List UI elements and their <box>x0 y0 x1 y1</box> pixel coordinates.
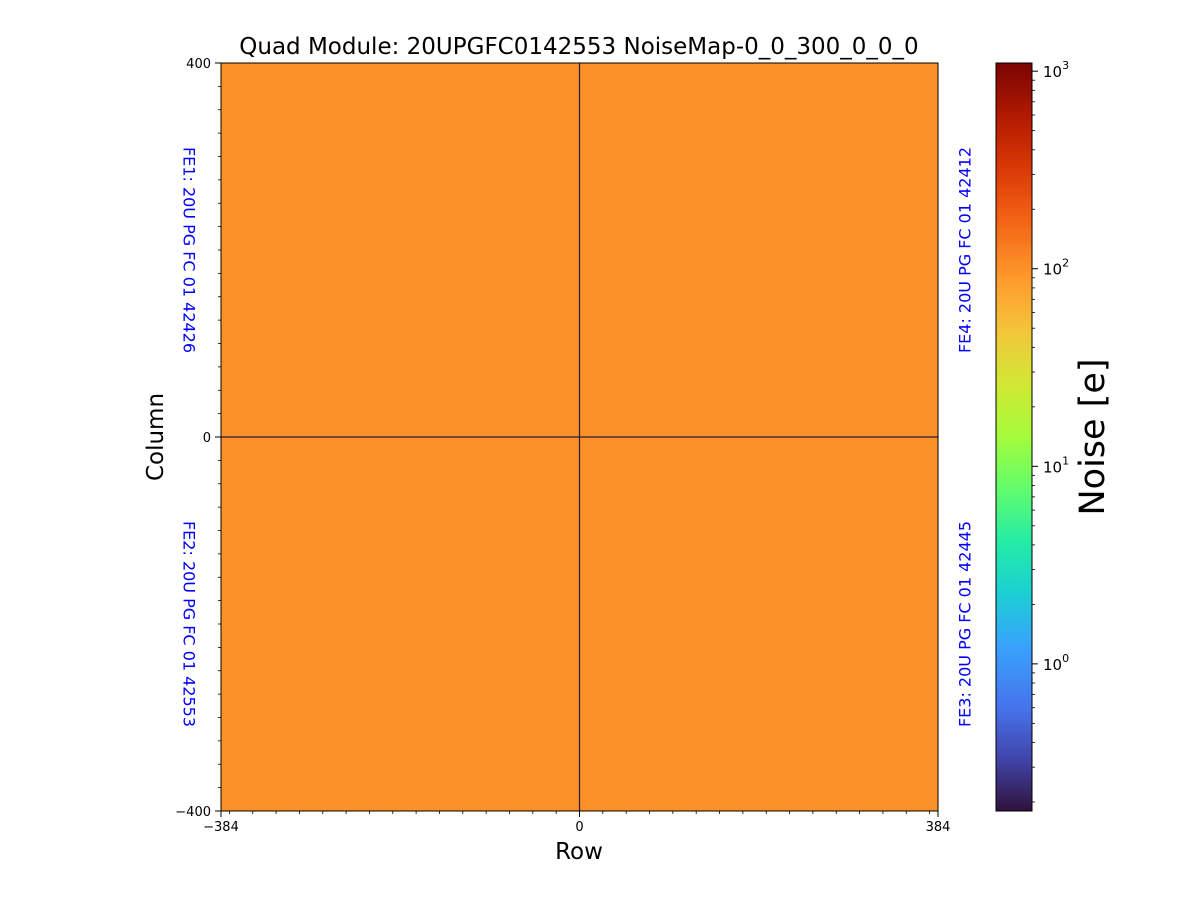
chip-quadrant-bottom-right <box>579 437 938 811</box>
chip-quadrant-bottom-left <box>221 437 580 811</box>
colorbar-tick-label: 103 <box>1043 59 1069 81</box>
chip-label-bottom-left: FE2: 20U PG FC 01 42553 <box>180 521 199 727</box>
x-tick-label: 384 <box>926 820 951 835</box>
colorbar-label: Noise [e] <box>1073 358 1113 515</box>
chip-label-top-left: FE1: 20U PG FC 01 42426 <box>180 147 199 353</box>
x-tick-label: 0 <box>575 820 583 835</box>
colorbar-tick-label: 102 <box>1043 257 1069 279</box>
colorbar-tick-label: 100 <box>1043 652 1069 674</box>
heatmap-area <box>220 62 939 812</box>
x-tick-label: −384 <box>203 820 239 835</box>
y-tick-label: 0 <box>203 431 211 446</box>
chip-quadrant-top-left <box>221 63 580 437</box>
colorbar: 100 101 102 103 <box>995 59 1069 812</box>
y-tick-label: −400 <box>175 805 211 820</box>
colorbar-tick-label: 101 <box>1043 454 1069 476</box>
y-tick-label: 400 <box>186 57 211 72</box>
chip-label-top-right: FE4: 20U PG FC 01 42412 <box>956 147 975 353</box>
chip-label-bottom-right: FE3: 20U PG FC 01 42445 <box>956 521 975 727</box>
chip-labels: FE1: 20U PG FC 01 42426 FE4: 20U PG FC 01… <box>180 147 975 727</box>
chart-title: Quad Module: 20UPGFC0142553 NoiseMap-0_0… <box>239 34 918 60</box>
chip-quadrant-top-right <box>579 63 938 437</box>
axes: −384 0 384 400 0 −400 <box>175 57 950 835</box>
y-axis-label: Column <box>143 393 169 481</box>
x-axis-label: Row <box>555 839 603 865</box>
colorbar-gradient <box>995 62 1033 812</box>
